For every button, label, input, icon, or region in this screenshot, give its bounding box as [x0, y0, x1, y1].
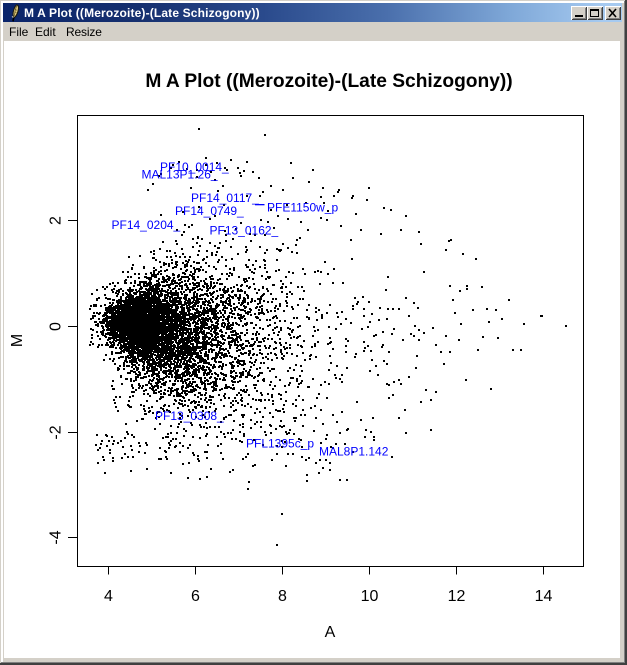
svg-text:PF13_0162_: PF13_0162_	[210, 224, 279, 238]
svg-text:PF14_0204_: PF14_0204_	[112, 218, 181, 232]
svg-text:14: 14	[535, 588, 553, 605]
svg-text:PFE1150w_p: PFE1150w_p	[267, 201, 338, 215]
svg-text:-2: -2	[48, 425, 65, 439]
svg-text:MAL8P1.142: MAL8P1.142	[319, 445, 389, 459]
svg-text:PF14_0117_: PF14_0117_	[191, 191, 259, 205]
svg-text:2: 2	[48, 216, 65, 225]
svg-text:10: 10	[361, 588, 379, 605]
svg-text:PF13_0308_: PF13_0308_	[155, 409, 224, 423]
svg-text:6: 6	[191, 588, 200, 605]
svg-text:PF14_0749_: PF14_0749_	[175, 204, 244, 218]
svg-text:M: M	[9, 334, 26, 347]
svg-text:0: 0	[48, 322, 65, 331]
svg-text:4: 4	[104, 588, 113, 605]
svg-text:A: A	[325, 624, 336, 641]
svg-text:PF10_0014_: PF10_0014_	[160, 160, 229, 174]
svg-text:-4: -4	[48, 530, 65, 544]
svg-text:MAL13P1.26_: MAL13P1.26_	[142, 168, 218, 182]
svg-text:8: 8	[278, 588, 287, 605]
svg-text:PFL1395c_p: PFL1395c_p	[246, 436, 314, 450]
svg-text:12: 12	[448, 588, 466, 605]
svg-text:M A Plot ((Merozoite)-(Late Sc: M A Plot ((Merozoite)-(Late Schizogony))	[145, 71, 512, 92]
